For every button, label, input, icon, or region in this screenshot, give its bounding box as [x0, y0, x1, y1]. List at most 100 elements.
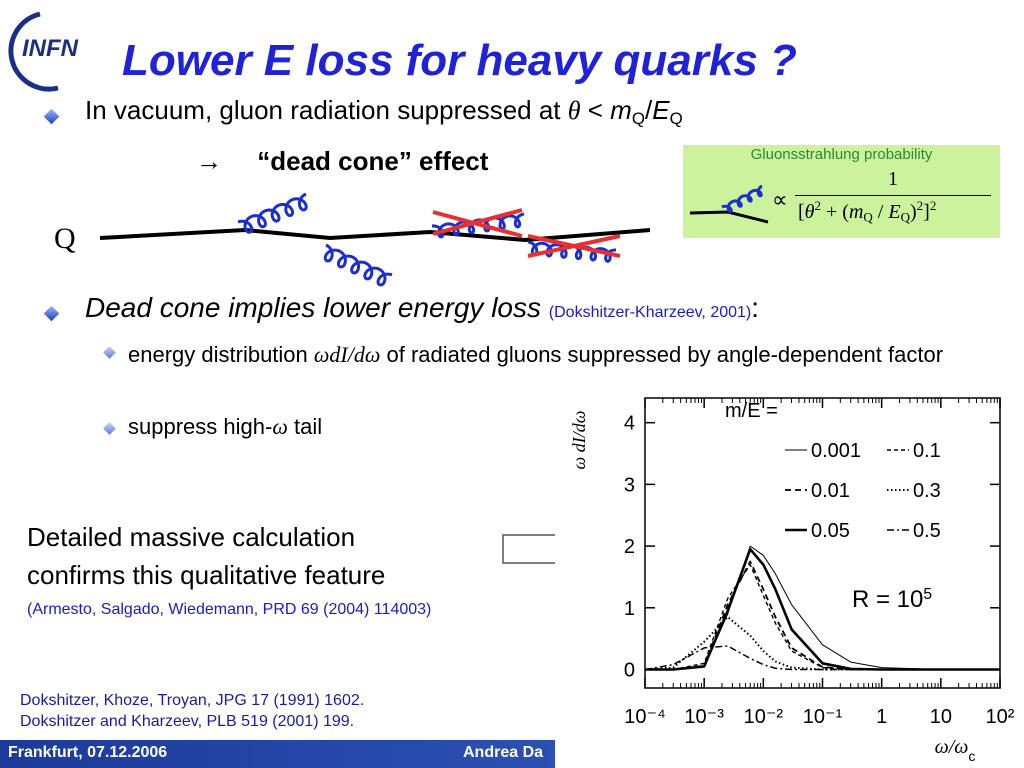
x-tick-label: 10⁻⁴	[624, 706, 665, 728]
gluon	[237, 192, 308, 234]
footer-date: Frankfurt, 07.12.2006	[8, 744, 168, 761]
y-tick-label: 3	[624, 474, 635, 496]
text-part: m	[848, 200, 864, 223]
logo: INFN	[8, 11, 79, 92]
numerator: 1	[888, 168, 898, 190]
gluon	[721, 184, 763, 214]
bullet: In vacuum, gluon radiation suppressed at…	[85, 95, 683, 129]
cross	[432, 208, 523, 236]
text-part: energy distribution	[128, 342, 314, 367]
legend-label: 0.001	[811, 440, 861, 462]
text-part: /	[872, 200, 889, 223]
text-part: ω	[272, 414, 288, 439]
text-part: E	[652, 95, 670, 125]
legend-label: 0.1	[913, 440, 941, 462]
inset-quark-line	[689, 210, 769, 224]
dead-cone-text: “dead cone” effect	[257, 146, 489, 176]
quark-line	[99, 227, 651, 243]
y-axis-label: ω dI/dω	[569, 411, 589, 470]
y-tick-label: 1	[624, 598, 635, 620]
x-tick-label: 10⁻¹	[803, 706, 843, 728]
text-part: )	[909, 200, 917, 223]
text-part: suppress high-	[128, 414, 273, 439]
legend-label: 0.01	[811, 480, 850, 502]
text-part: E	[888, 200, 901, 223]
text-part: ]	[923, 200, 930, 223]
x-tick-label: 10⁻³	[684, 706, 724, 728]
text-part: Q	[900, 209, 910, 225]
legend-label: 0.3	[913, 480, 941, 502]
arrow: →	[196, 146, 222, 176]
text-part: θ	[567, 96, 581, 125]
text-part: 2	[916, 198, 924, 213]
callout-reference: (Armesto, Salgado, Wiedemann, PRD 69 (20…	[27, 601, 432, 618]
y-tick-label: 2	[624, 536, 635, 558]
text-part: tail	[287, 414, 323, 439]
cross	[527, 234, 621, 258]
curve	[644, 645, 1000, 671]
curve	[645, 545, 1000, 670]
y-tick-label: 0	[624, 659, 635, 681]
text-part: In vacuum, gluon radiation suppressed at	[85, 95, 568, 125]
legend-label: 0.5	[913, 520, 941, 542]
text-part: 2	[929, 198, 937, 213]
curve	[644, 616, 1000, 671]
y-tick-label: 4	[624, 413, 635, 435]
text-part: [	[798, 200, 805, 223]
reference: Dokshitzer, Khoze, Troyan, JPG 17 (1991)…	[20, 692, 365, 709]
text-part: Q	[669, 109, 683, 129]
text-part: θ	[804, 200, 815, 223]
denominator: [θ2 + (mQ / EQ)2]2	[798, 198, 936, 226]
legend-title: m/E =	[725, 400, 778, 422]
inset-title: Gluonsstrahlung probability	[750, 146, 933, 163]
sub-bullet-marker	[103, 346, 116, 359]
x-tick-label: 10⁻²	[744, 706, 784, 728]
slide-title: Lower E loss for heavy quarks ?	[122, 36, 797, 85]
bullet: Dead cone implies lower energy loss (Dok…	[85, 292, 759, 324]
x-axis-label: ω/ωc	[935, 736, 976, 764]
text-part: c	[968, 748, 975, 764]
dead-cone: → “dead cone” effect	[196, 146, 488, 177]
text-part: of radiated gluons suppressed by angle-d…	[380, 342, 944, 367]
diagram	[99, 184, 769, 287]
curve	[645, 563, 1000, 671]
quark-label: Q	[54, 222, 76, 255]
x-tick-label: 10	[930, 706, 952, 728]
footer-author: Andrea Da	[463, 744, 544, 761]
proportional: ∝	[772, 187, 788, 212]
text-part: 2	[814, 198, 822, 213]
text-part: <	[580, 95, 611, 125]
text-part: (Dokshitzer-Kharzeev, 2001)	[548, 304, 752, 321]
logo-arc	[8, 11, 59, 92]
text-part: m	[610, 95, 632, 125]
chart: 0 1 2 3 4 10⁻⁴ 10⁻³ 10⁻² 10⁻¹ 1 10 10² ω dI/dω ω/ωc m/…	[555, 385, 1024, 768]
text-part: 5	[923, 586, 932, 603]
callout: Detailed massive calculation confirms th…	[27, 518, 385, 594]
x-tick-label: 1	[876, 706, 887, 728]
text-part: ωdI/dω	[313, 342, 381, 367]
curve	[645, 560, 1000, 671]
inset-box	[683, 145, 1000, 238]
legend-label: 0.05	[811, 520, 850, 542]
references: Dokshitzer, Khoze, Troyan, JPG 17 (1991)…	[20, 690, 364, 732]
reference: Dokshitzer and Kharzeev, PLB 519 (2001) …	[20, 713, 355, 730]
sub-bullet-marker	[103, 422, 116, 435]
text-part: :	[751, 292, 760, 323]
logo-text: INFN	[22, 35, 79, 62]
annotation: R = 105	[852, 586, 932, 614]
gluon	[323, 243, 393, 287]
text-part: Q	[863, 209, 873, 225]
text-part: + (	[821, 200, 849, 223]
text-part: ω/ω	[935, 736, 969, 758]
text-part: Dead cone implies lower energy loss	[85, 292, 549, 323]
callout-line: confirms this qualitative feature	[27, 560, 386, 590]
x-tick-label: 10²	[986, 706, 1015, 728]
text-part: /	[644, 95, 653, 125]
sub-bullet: energy distribution ωdI/dω of radiated g…	[128, 340, 998, 370]
callout-line: Detailed massive calculation	[27, 522, 356, 552]
text-part: Q	[631, 109, 645, 129]
sub-bullet: suppress high-ω tail	[128, 414, 322, 440]
text-part: R = 10	[852, 586, 923, 613]
bullet-marker	[43, 305, 60, 322]
